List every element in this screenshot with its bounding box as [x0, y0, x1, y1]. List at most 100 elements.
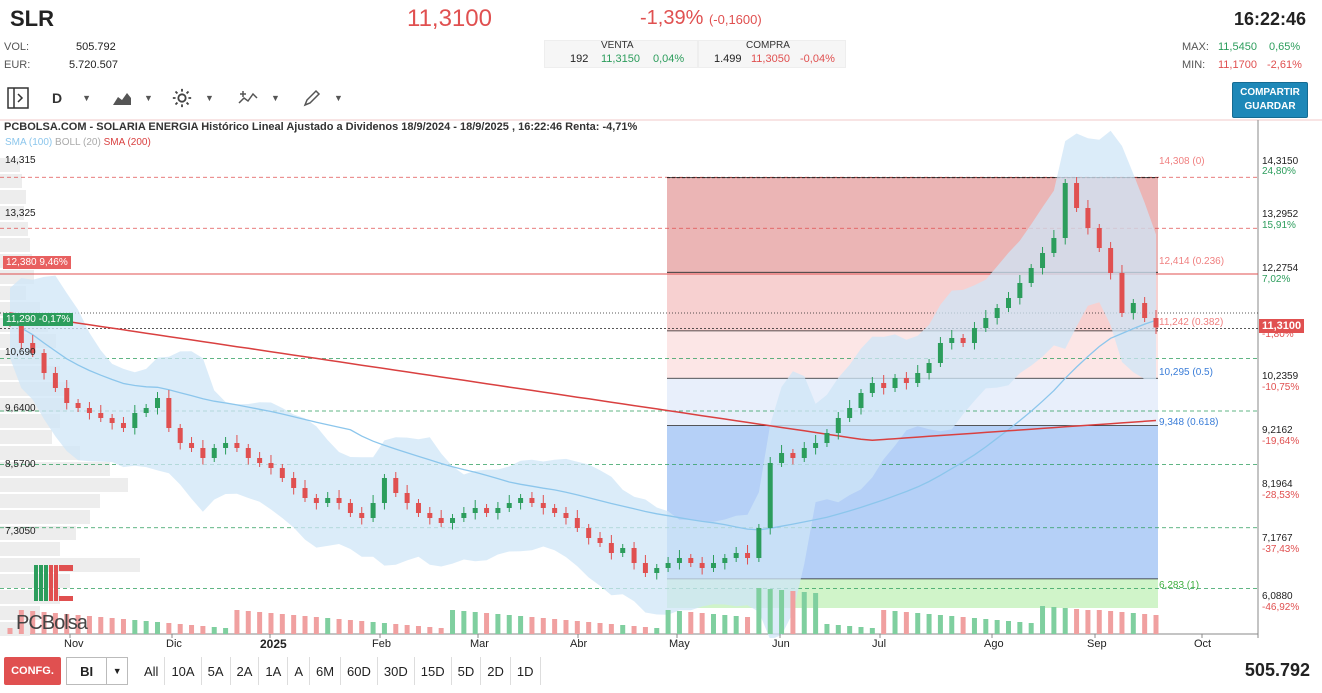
range-button-6m[interactable]: 6M — [310, 657, 342, 685]
volume-bar — [1040, 606, 1046, 634]
total-volume: 505.792 — [1244, 660, 1310, 680]
volume-profile-bar — [0, 478, 128, 492]
volume-bar — [960, 617, 966, 634]
candle-body — [495, 508, 501, 513]
sell-box — [544, 40, 698, 68]
y-tick-right: 13,2952 — [1262, 209, 1299, 220]
y-tick-right-pct: 15,91% — [1262, 220, 1296, 231]
candle-body — [41, 353, 47, 373]
range-button-a[interactable]: A — [288, 657, 310, 685]
chart-title: PCBOLSA.COM - SOLARIA ENERGIA Histórico … — [4, 121, 638, 133]
volume-bar — [1130, 613, 1136, 634]
settings-selector[interactable]: ▼ — [171, 86, 214, 110]
candle-body — [767, 463, 773, 528]
volume-bar — [733, 616, 739, 634]
volume-bar — [552, 619, 558, 634]
y-tick-right: 12,2754 — [1262, 263, 1299, 274]
range-button-30d[interactable]: 30D — [378, 657, 415, 685]
chart-type-selector[interactable]: ▼ — [112, 86, 153, 110]
y-tick-right-pct: 7,02% — [1262, 274, 1291, 285]
y-tick-right-pct: -10,75% — [1262, 382, 1300, 393]
range-button-5d[interactable]: 5D — [452, 657, 482, 685]
volume-bar — [302, 616, 308, 634]
candle-body — [98, 413, 104, 418]
buy-price: 11,3050 — [751, 53, 790, 65]
candle-body — [143, 408, 149, 413]
range-button-1d[interactable]: 1D — [511, 657, 541, 685]
chevron-down-icon: ▼ — [334, 93, 343, 103]
volume-bar — [200, 626, 206, 634]
legend-sma100[interactable]: SMA (100) — [5, 137, 53, 148]
candle-body — [881, 383, 887, 388]
logo-bars-icon — [34, 565, 73, 601]
legend-sma200[interactable]: SMA (200) — [103, 137, 151, 148]
buy-box — [698, 40, 846, 68]
price-chart[interactable] — [0, 118, 1322, 638]
candle-body — [109, 418, 115, 423]
range-button-10a[interactable]: 10A — [165, 657, 202, 685]
sidebar-toggle-button[interactable] — [6, 86, 30, 110]
candle-body — [676, 558, 682, 563]
candle-body — [1051, 238, 1057, 253]
volume-profile-bar — [0, 462, 110, 476]
volume-bar — [676, 611, 682, 634]
volume-bars — [7, 588, 1159, 634]
candle-body — [949, 338, 955, 343]
config-button[interactable]: CONFG. — [4, 657, 61, 685]
volume-bar — [98, 617, 104, 634]
y-tick-left: 14,315 — [5, 155, 36, 166]
change-abs: (-0,1600) — [708, 12, 762, 27]
candle-body — [620, 548, 626, 553]
candle-body — [506, 503, 512, 508]
x-label: Ago — [984, 638, 1004, 650]
candle-body — [86, 408, 92, 413]
drawing-tools-selector[interactable]: ▼ — [302, 86, 343, 110]
volume-bar — [597, 623, 603, 634]
range-button-2d[interactable]: 2D — [481, 657, 511, 685]
volume-bar — [824, 624, 830, 634]
candle-body — [279, 468, 285, 478]
mode-selector[interactable]: BI ▼ — [66, 657, 128, 685]
candle-body — [869, 383, 875, 393]
volume-bar — [257, 612, 263, 634]
candle-body — [461, 513, 467, 518]
last-price: 11,3100 — [407, 5, 492, 32]
pcbolsa-logo — [14, 562, 76, 609]
legend-boll[interactable]: BOLL (20) — [55, 137, 101, 148]
period-value: D — [52, 90, 63, 106]
volume-bar — [586, 622, 592, 634]
area-chart-icon — [113, 93, 131, 105]
x-label: Jul — [872, 638, 887, 650]
volume-bar — [495, 614, 501, 634]
volume-bar — [359, 621, 365, 634]
volume-bar — [631, 626, 637, 634]
x-label: Dic — [166, 638, 182, 650]
candle-body — [926, 363, 932, 373]
x-label: Oct — [1194, 638, 1212, 650]
range-button-all[interactable]: All — [138, 657, 166, 685]
candle-body — [1028, 268, 1034, 283]
range-button-60d[interactable]: 60D — [341, 657, 378, 685]
candle-body — [30, 343, 36, 353]
range-button-2a[interactable]: 2A — [231, 657, 260, 685]
x-label: Sep — [1087, 638, 1107, 650]
range-button-5a[interactable]: 5A — [202, 657, 231, 685]
volume-bar — [563, 620, 569, 634]
candle-body — [302, 488, 308, 498]
volume-bar — [461, 611, 467, 634]
y-tick-right: 9,2162 — [1262, 425, 1293, 436]
candle-body — [291, 478, 297, 488]
volume-bar — [710, 614, 716, 634]
range-button-1a[interactable]: 1A — [259, 657, 289, 685]
share-save-button[interactable]: COMPARTIR GUARDAR — [1232, 82, 1308, 118]
volume-bar — [404, 625, 410, 634]
range-button-15d[interactable]: 15D — [415, 657, 452, 685]
volume-profile-bar — [0, 526, 76, 540]
min-label: MIN: — [1182, 59, 1206, 71]
price-marker-low: 11,290 -0,17% — [3, 313, 74, 326]
y-tick-right-pct: -46,92% — [1262, 602, 1300, 613]
y-tick-right: 7,1767 — [1262, 533, 1293, 544]
period-selector[interactable]: D ▼ — [52, 86, 91, 110]
candle-body — [484, 508, 490, 513]
indicators-selector[interactable]: ▼ — [237, 86, 280, 110]
